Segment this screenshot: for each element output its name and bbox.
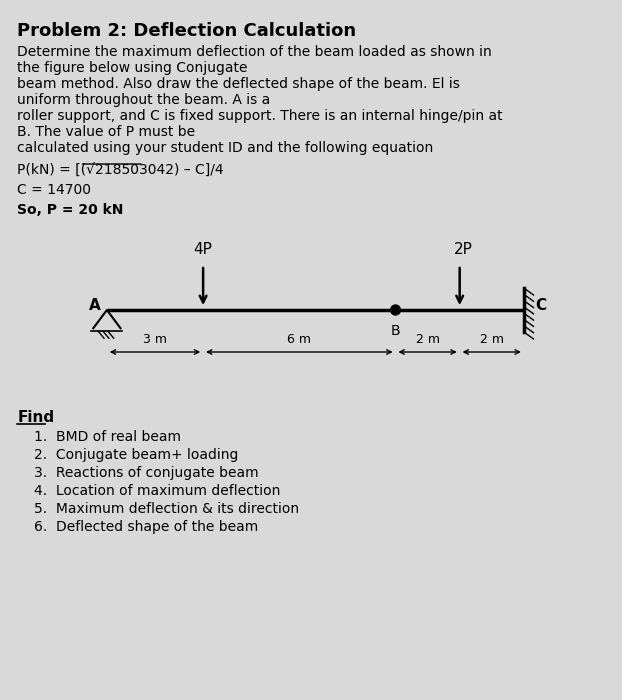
Text: P(kN) = [(√218503042) – C]/4: P(kN) = [(√218503042) – C]/4	[17, 163, 224, 177]
Text: 5.  Maximum deflection & its direction: 5. Maximum deflection & its direction	[34, 502, 299, 516]
Text: C = 14700: C = 14700	[17, 183, 91, 197]
Text: B: B	[391, 324, 401, 338]
Text: 3.  Reactions of conjugate beam: 3. Reactions of conjugate beam	[34, 466, 259, 480]
Text: beam method. Also draw the deflected shape of the beam. El is: beam method. Also draw the deflected sha…	[17, 77, 460, 91]
Text: 6.  Deflected shape of the beam: 6. Deflected shape of the beam	[34, 520, 258, 534]
Text: 4P: 4P	[193, 242, 213, 257]
Text: the figure below using Conjugate: the figure below using Conjugate	[17, 61, 248, 75]
Text: A: A	[90, 298, 101, 312]
Text: 2 m: 2 m	[480, 333, 504, 346]
Text: Find: Find	[17, 410, 55, 425]
Text: 2P: 2P	[454, 242, 473, 257]
Text: calculated using your student ID and the following equation: calculated using your student ID and the…	[17, 141, 434, 155]
Text: 2 m: 2 m	[415, 333, 440, 346]
Text: 1.  BMD of real beam: 1. BMD of real beam	[34, 430, 181, 444]
Text: Problem 2: Deflection Calculation: Problem 2: Deflection Calculation	[17, 22, 356, 40]
Text: C: C	[536, 298, 547, 314]
Text: uniform throughout the beam. A is a: uniform throughout the beam. A is a	[17, 93, 271, 107]
Circle shape	[391, 305, 401, 315]
Text: B. The value of P must be: B. The value of P must be	[17, 125, 195, 139]
Text: roller support, and C is fixed support. There is an internal hinge/pin at: roller support, and C is fixed support. …	[17, 109, 503, 123]
Text: 2.  Conjugate beam+ loading: 2. Conjugate beam+ loading	[34, 448, 238, 462]
Text: 4.  Location of maximum deflection: 4. Location of maximum deflection	[34, 484, 281, 498]
Text: 6 m: 6 m	[287, 333, 312, 346]
Text: Determine the maximum deflection of the beam loaded as shown in: Determine the maximum deflection of the …	[17, 45, 492, 59]
Text: 3 m: 3 m	[143, 333, 167, 346]
Text: So, P = 20 kN: So, P = 20 kN	[17, 203, 124, 217]
